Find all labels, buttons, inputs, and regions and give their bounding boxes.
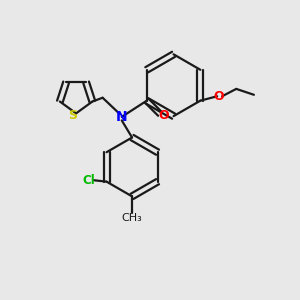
Text: Cl: Cl <box>82 174 95 187</box>
Text: O: O <box>213 90 224 103</box>
Text: N: N <box>116 110 127 124</box>
Text: S: S <box>68 109 77 122</box>
Text: CH₃: CH₃ <box>122 213 142 223</box>
Text: O: O <box>158 109 169 122</box>
